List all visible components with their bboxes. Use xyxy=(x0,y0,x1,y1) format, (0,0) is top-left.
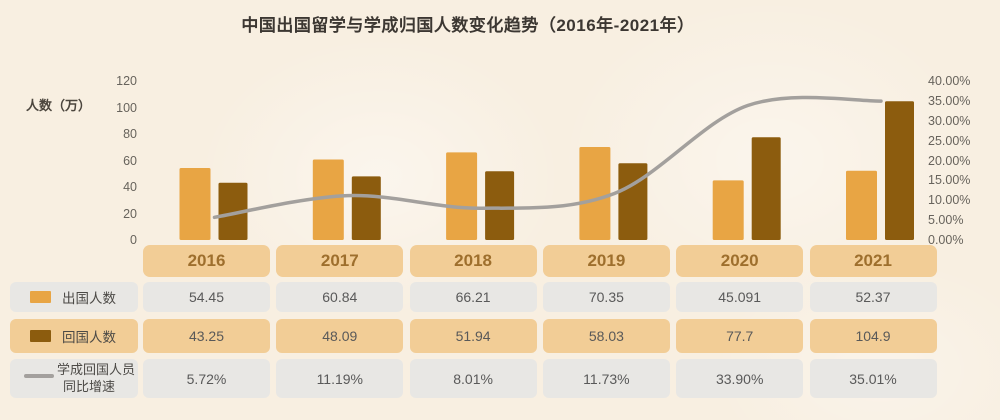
growth-line xyxy=(212,95,883,220)
y2-axis-tick: 40.00% xyxy=(928,74,971,89)
abroad-color-swatch-icon xyxy=(30,291,51,303)
legend-label-abroad: 出国人数 xyxy=(62,291,116,306)
chart-title: 中国出国留学与学成归国人数变化趋势（2016年-2021年） xyxy=(241,16,695,35)
bar-abroad-2016 xyxy=(179,167,211,240)
growth-value-cell: 33.90% xyxy=(676,359,804,398)
bar-abroad-2017 xyxy=(312,159,344,240)
growth-value-cell: 11.19% xyxy=(276,359,404,398)
return-value-cell: 58.03 xyxy=(542,319,670,353)
abroad-value-cell: 54.45 xyxy=(143,282,270,312)
bar-abroad-2018 xyxy=(446,152,478,240)
y-axis-tick: 100 xyxy=(116,100,137,115)
growth-value-cell: 5.72% xyxy=(143,359,270,398)
bar-return-2017 xyxy=(351,176,381,240)
year-cell: 2018 xyxy=(409,245,537,277)
year-cell: 2017 xyxy=(276,245,404,277)
abroad-value-cell: 52.37 xyxy=(809,282,937,312)
y2-axis-tick: 10.00% xyxy=(928,193,971,208)
year-cell: 2020 xyxy=(676,245,804,277)
bar-abroad-2021 xyxy=(846,170,877,240)
year-cell: 2019 xyxy=(542,245,670,277)
bar-abroad-2019 xyxy=(579,146,611,240)
y-axis-tick: 0 xyxy=(130,233,137,247)
return-value-cell: 51.94 xyxy=(409,319,537,353)
abroad-value-cell: 60.84 xyxy=(276,282,404,312)
plot-area xyxy=(179,95,914,241)
year-cell: 2021 xyxy=(809,245,937,277)
year-cell: 2016 xyxy=(143,245,270,277)
bar-return-2016 xyxy=(218,182,248,240)
bar-return-2021 xyxy=(885,101,914,241)
y2-axis-tick: 20.00% xyxy=(928,153,971,168)
return-color-swatch-icon xyxy=(30,330,51,342)
y-axis-label: 人数（万） xyxy=(26,98,92,113)
y-axis-tick: 40 xyxy=(123,180,137,195)
growth-value-cell: 8.01% xyxy=(409,359,537,398)
return-value-cell: 104.9 xyxy=(809,319,937,353)
return-value-cell: 77.7 xyxy=(676,319,804,353)
growth-value-cell: 35.01% xyxy=(809,359,937,398)
legend-item-return: 回国人数 xyxy=(10,319,138,353)
growth-line-swatch-icon xyxy=(24,374,54,378)
return-value-cell: 43.25 xyxy=(143,319,270,353)
y2-axis-tick: 35.00% xyxy=(928,94,971,109)
bar-abroad-2020 xyxy=(712,180,744,240)
growth-value-cell: 11.73% xyxy=(542,359,670,398)
y2-axis-tick: 5.00% xyxy=(928,213,964,228)
bar-return-2020 xyxy=(751,137,781,240)
bar-return-2018 xyxy=(485,171,515,240)
y2-axis-tick: 25.00% xyxy=(928,133,971,148)
y2-axis-tick: 30.00% xyxy=(928,113,971,128)
return-value-cell: 48.09 xyxy=(276,319,404,353)
legend-label-growth: 学成回国人员 同比增速 xyxy=(57,361,136,394)
abroad-value-cell: 66.21 xyxy=(409,282,537,312)
abroad-value-cell: 45.091 xyxy=(676,282,804,312)
bar-return-2019 xyxy=(618,163,648,240)
abroad-value-cell: 70.35 xyxy=(542,282,670,312)
legend-item-growth: 学成回国人员 同比增速 xyxy=(10,359,138,398)
legend-label-return: 回国人数 xyxy=(62,330,116,345)
legend-item-abroad: 出国人数 xyxy=(10,282,138,312)
y-axis-tick: 20 xyxy=(123,206,137,221)
y2-axis-tick: 0.00% xyxy=(928,233,964,247)
y-axis-tick: 80 xyxy=(123,127,137,142)
y-axis-tick: 120 xyxy=(116,74,137,89)
y-axis-tick: 60 xyxy=(123,153,137,168)
y2-axis-tick: 15.00% xyxy=(928,173,971,188)
